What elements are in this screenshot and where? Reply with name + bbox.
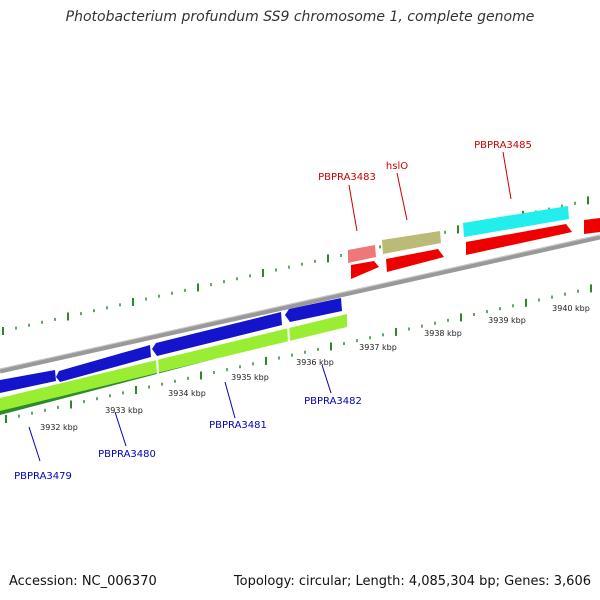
kbp-label-3933: 3933 kbp (105, 406, 143, 415)
map-title: Photobacterium profundum SS9 chromosome … (65, 9, 535, 25)
kbp-labels: 3932 kbp 3933 kbp 3934 kbp 3935 kbp 3936… (40, 304, 590, 432)
accession-text: Accession: NC_006370 (9, 574, 157, 589)
forward-gene-red-3[interactable] (466, 224, 572, 255)
forward-gene-red-2[interactable] (386, 249, 444, 272)
gene-label-pbpra3483[interactable]: PBPRA3483 (318, 172, 376, 183)
gene-label-pbpra3481[interactable]: PBPRA3481 (209, 420, 267, 431)
forward-gene-red-4[interactable] (584, 218, 600, 234)
forward-gene-hslo-track[interactable] (382, 231, 441, 254)
genome-summary-text: Topology: circular; Length: 4,085,304 bp… (233, 574, 591, 589)
tick-row-lower (5, 284, 592, 423)
reverse-strand-tracks (0, 298, 347, 415)
forward-gene-pbpra3483[interactable] (348, 245, 376, 263)
reverse-gene-pbpra3481[interactable] (152, 312, 282, 356)
reverse-callouts (28, 364, 332, 462)
kbp-label-3936: 3936 kbp (296, 358, 334, 367)
gene-label-pbpra3485[interactable]: PBPRA3485 (474, 140, 532, 151)
gene-label-pbpra3479[interactable]: PBPRA3479 (14, 471, 72, 482)
gene-label-pbpra3482[interactable]: PBPRA3482 (304, 396, 362, 407)
forward-gene-labels: PBPRA3483 hslO PBPRA3485 (318, 140, 532, 183)
kbp-label-3934: 3934 kbp (168, 389, 206, 398)
kbp-label-3938: 3938 kbp (424, 329, 462, 338)
gene-boundary (156, 355, 159, 377)
reverse-track-light-green (0, 314, 347, 411)
kbp-label-3939: 3939 kbp (488, 316, 526, 325)
forward-gene-red-1[interactable] (351, 261, 379, 279)
kbp-label-3940: 3940 kbp (552, 304, 590, 313)
forward-gene-pbpra3485[interactable] (463, 206, 569, 237)
kbp-label-3932: 3932 kbp (40, 423, 78, 432)
gene-boundary (287, 322, 290, 343)
reverse-gene-pbpra3479[interactable] (0, 370, 56, 393)
backbone (0, 234, 600, 374)
reverse-gene-pbpra3482[interactable] (285, 298, 342, 322)
gene-label-pbpra3480[interactable]: PBPRA3480 (98, 449, 156, 460)
gene-label-hslo[interactable]: hslO (386, 161, 408, 172)
forward-strand-tracks (348, 206, 600, 279)
reverse-gene-labels: PBPRA3479 PBPRA3480 PBPRA3481 PBPRA3482 (14, 396, 362, 482)
kbp-label-3935: 3935 kbp (231, 373, 269, 382)
reverse-gene-pbpra3480[interactable] (56, 345, 151, 382)
kbp-label-3937: 3937 kbp (359, 343, 397, 352)
forward-callouts (348, 151, 512, 232)
